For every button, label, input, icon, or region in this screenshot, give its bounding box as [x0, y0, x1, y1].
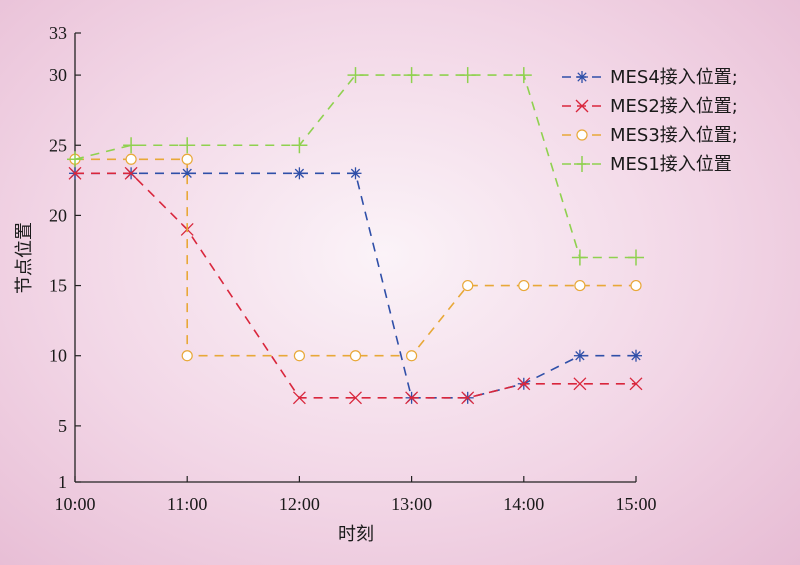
data-point — [349, 167, 362, 180]
x-tick-label: 15:00 — [615, 494, 656, 514]
data-point — [349, 391, 362, 405]
data-point — [573, 377, 587, 391]
series-line — [74, 74, 636, 259]
data-point — [630, 279, 642, 292]
legend-item: MES1接入位置 — [562, 154, 732, 175]
y-tick-label: 20 — [49, 205, 67, 225]
data-point — [628, 249, 644, 266]
data-point — [576, 129, 588, 141]
legend-label: MES3接入位置; — [610, 125, 738, 146]
axes — [74, 33, 636, 483]
y-tick-label: 5 — [58, 416, 67, 436]
data-point — [575, 99, 589, 113]
x-ticks: 10:00 11:00 12:00 13:00 14:00 15:00 — [54, 476, 657, 514]
data-point — [515, 67, 532, 84]
y-tick-label: 30 — [49, 65, 67, 85]
legend-label: MES1接入位置 — [610, 154, 732, 175]
legend-item: MES2接入位置; — [562, 96, 738, 117]
data-point — [462, 279, 474, 292]
data-point — [291, 137, 308, 154]
data-point — [405, 391, 419, 405]
data-point — [123, 137, 140, 154]
x-tick-label: 12:00 — [279, 494, 320, 514]
series-line — [75, 172, 636, 399]
series-line — [75, 158, 636, 357]
legend-item: MES3接入位置; — [562, 125, 738, 146]
series-line — [75, 172, 636, 399]
data-point — [517, 377, 531, 391]
y-tick-label: 10 — [49, 346, 67, 366]
y-tick-label: 33 — [49, 23, 67, 43]
y-tick-label: 1 — [58, 472, 67, 492]
data-point — [518, 279, 530, 292]
data-point — [571, 249, 588, 266]
series-4 — [67, 67, 644, 266]
data-point — [181, 350, 193, 362]
data-point — [347, 67, 364, 84]
data-point — [574, 279, 586, 292]
legend-item: MES4接入位置; — [562, 67, 738, 88]
data-point — [403, 67, 420, 84]
y-tick-label: 15 — [49, 276, 67, 296]
data-point — [293, 167, 306, 180]
x-tick-label: 13:00 — [391, 494, 432, 514]
data-point — [125, 153, 137, 165]
series-group — [67, 67, 644, 405]
data-point — [629, 377, 643, 391]
x-tick-label: 14:00 — [503, 494, 544, 514]
data-point — [573, 349, 586, 362]
series-3 — [69, 153, 642, 362]
data-point — [293, 350, 305, 362]
data-point — [68, 166, 82, 180]
data-point — [576, 71, 588, 83]
legend-label: MES4接入位置; — [610, 67, 738, 88]
data-point — [67, 151, 83, 168]
data-point — [349, 350, 362, 362]
data-point — [630, 349, 642, 362]
data-point — [179, 137, 196, 154]
data-point — [574, 156, 590, 172]
data-point — [181, 153, 193, 165]
x-tick-label: 11:00 — [167, 494, 207, 514]
data-point — [292, 391, 306, 405]
data-point — [406, 350, 418, 362]
legend-label: MES2接入位置; — [610, 96, 738, 117]
x-axis-title: 时刻 — [338, 524, 374, 545]
data-point — [461, 391, 475, 405]
legend: MES4接入位置; MES2接入位置; MES3接入位置; MES1接入位置 — [562, 67, 738, 175]
data-point — [124, 166, 138, 180]
data-point — [459, 67, 476, 84]
y-tick-label: 25 — [49, 135, 67, 155]
x-tick-label: 10:00 — [54, 494, 95, 514]
y-axis-title: 节点位置 — [14, 222, 35, 294]
